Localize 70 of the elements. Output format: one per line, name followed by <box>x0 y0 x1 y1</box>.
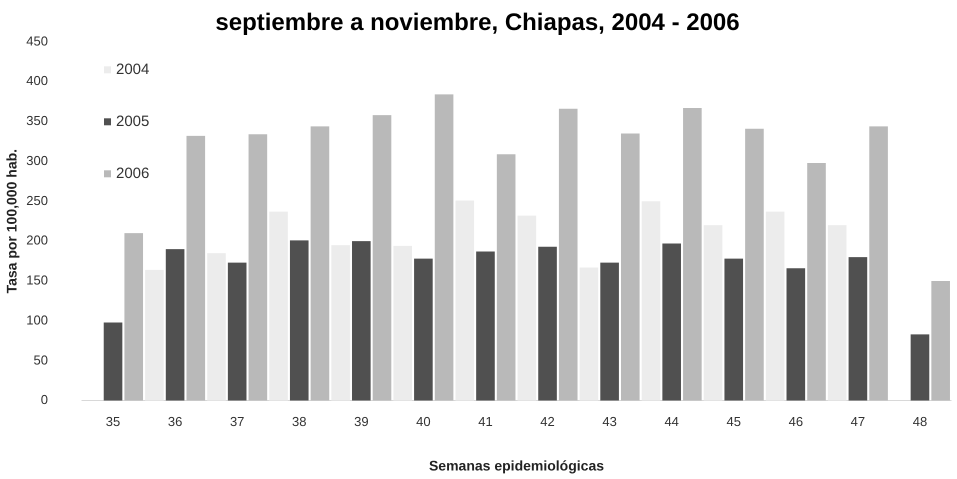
bar <box>766 212 784 401</box>
y-tick-label: 50 <box>34 352 48 368</box>
bar <box>145 270 164 401</box>
bar <box>580 267 598 401</box>
bar <box>558 108 578 401</box>
bar <box>310 126 330 401</box>
bar <box>724 258 744 401</box>
x-tick-label: 37 <box>230 414 244 429</box>
bar <box>910 334 930 401</box>
x-axis-title: Semanas epidemiológicas <box>428 457 604 474</box>
bar <box>642 201 660 401</box>
bar <box>104 322 122 401</box>
y-tick-label: 0 <box>40 392 48 408</box>
y-tick-label: 400 <box>26 73 48 88</box>
bar <box>186 136 206 401</box>
bar <box>331 245 350 401</box>
bar <box>290 240 309 401</box>
bar <box>455 200 474 401</box>
bar <box>620 133 640 401</box>
bar <box>269 212 288 401</box>
bar <box>414 258 433 401</box>
x-tick-label: 38 <box>292 414 306 429</box>
x-tick-label: 47 <box>850 414 866 429</box>
y-axis-title: Tasa por 100,000 hab. <box>3 148 20 294</box>
bar <box>704 225 722 401</box>
x-tick-label: 39 <box>354 414 369 429</box>
x-tick-label: 40 <box>416 414 431 429</box>
bar <box>848 257 868 401</box>
x-tick-label: 36 <box>168 414 182 429</box>
x-tick-label: 46 <box>788 414 804 429</box>
bar <box>434 94 454 401</box>
bar <box>476 252 495 401</box>
bar <box>828 225 847 401</box>
x-tick-label: 42 <box>540 414 555 429</box>
legend-label: 2006 <box>116 164 150 182</box>
bar <box>248 134 268 401</box>
y-tick-label: 450 <box>26 33 48 48</box>
y-tick-label: 150 <box>26 272 48 288</box>
legend-label: 2005 <box>116 112 150 130</box>
y-tick-label: 300 <box>26 152 48 168</box>
bar <box>228 262 246 401</box>
bar <box>807 162 826 401</box>
bar <box>496 154 516 401</box>
bar <box>352 241 371 401</box>
bar <box>683 108 702 401</box>
x-tick-label: 45 <box>726 414 741 429</box>
legend-label: 2004 <box>116 60 150 78</box>
bar <box>518 216 536 401</box>
y-tick-label: 350 <box>26 113 48 128</box>
bar <box>166 249 184 401</box>
bar <box>931 281 950 401</box>
y-tick-label: 200 <box>26 232 48 248</box>
x-tick-label: 41 <box>478 414 493 429</box>
bar <box>538 246 557 401</box>
x-tick-label: 48 <box>912 414 928 429</box>
bar <box>662 244 681 401</box>
x-tick-label: 44 <box>664 414 679 429</box>
x-tick-label: 43 <box>602 414 617 429</box>
bar <box>786 268 806 401</box>
bar <box>124 233 144 401</box>
bar <box>207 253 226 401</box>
bar <box>745 128 764 401</box>
bar <box>372 115 392 401</box>
y-tick-label: 100 <box>26 312 48 328</box>
y-tick-label: 250 <box>26 192 48 208</box>
chart-title: septiembre a noviembre, Chiapas, 2004 - 2006 <box>215 9 740 36</box>
x-tick-label: 35 <box>106 414 120 429</box>
bar <box>600 262 619 401</box>
bar <box>393 246 412 401</box>
bar <box>869 126 888 401</box>
